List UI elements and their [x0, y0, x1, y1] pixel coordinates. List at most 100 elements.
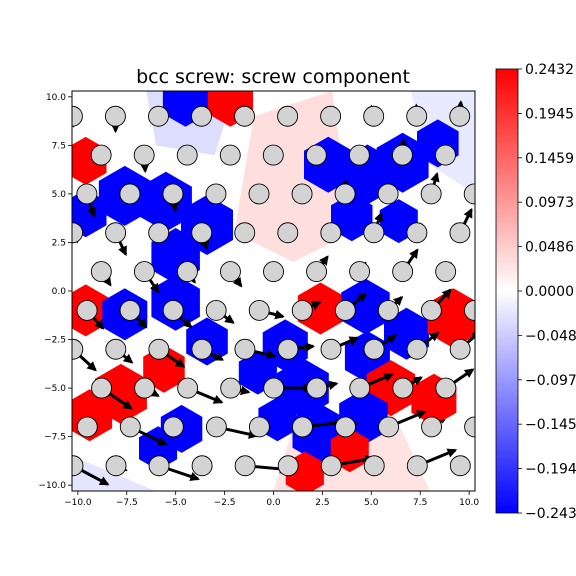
atom [320, 105, 342, 127]
atom [234, 455, 256, 477]
atom [76, 183, 98, 205]
atom [263, 261, 284, 283]
field-region [341, 278, 390, 335]
y-tick-label: −7.5 [44, 433, 66, 443]
atom [148, 455, 170, 477]
atom [277, 222, 299, 244]
atom [420, 299, 442, 321]
atom [176, 144, 198, 166]
atom [449, 105, 471, 127]
colorbar-tick-label: −0.097 [525, 373, 576, 389]
atom [234, 105, 255, 127]
colorbar-tick-label: −0.243 [525, 506, 576, 522]
colorbar-tick-label: 0.0000 [525, 284, 574, 300]
colorbar-tick-label: 0.0973 [525, 195, 574, 211]
atom [105, 338, 127, 360]
atom [205, 183, 227, 205]
atom [435, 261, 457, 283]
atom [162, 416, 184, 438]
atom [420, 183, 442, 205]
plot-area [72, 91, 475, 491]
field-region [331, 193, 373, 242]
atom [277, 455, 299, 477]
atom [349, 377, 371, 399]
atom [406, 455, 428, 477]
atom [391, 144, 413, 166]
displacement-arrow [473, 307, 475, 311]
x-tick-label: −5.0 [165, 498, 187, 508]
colorbar-tick-label: 0.1459 [525, 151, 574, 167]
atom [72, 222, 84, 244]
field-region [234, 91, 352, 262]
colorbar-tick-label: 0.2432 [525, 62, 574, 78]
atom [191, 222, 213, 244]
atom [406, 105, 428, 127]
atom [205, 416, 227, 438]
atom [463, 299, 475, 321]
atom [306, 377, 328, 399]
x-tick-label: 5.0 [364, 498, 379, 508]
y-tick-label: 0.0 [52, 287, 67, 297]
atom [119, 416, 141, 438]
atom [392, 377, 414, 399]
y-tick-label: 10.0 [46, 93, 66, 103]
atom [248, 416, 270, 438]
y-axis: −10.0 −7.5 −5.0 −2.5 0.0 2.5 5.0 7.5 10.0 [38, 93, 72, 491]
atom [449, 455, 471, 477]
x-tick-label: 0.0 [266, 498, 281, 508]
y-tick-label: 2.5 [52, 238, 66, 248]
atom [191, 338, 213, 360]
atom [105, 222, 127, 244]
atom [90, 144, 112, 166]
x-tick-label: 7.5 [413, 498, 427, 508]
atom [335, 416, 356, 438]
atom [234, 222, 256, 244]
colorbar-ticks: 0.2432 0.1945 0.1459 0.0973 0.0486 0.0000 −0.0… [518, 62, 576, 522]
atom [72, 338, 84, 360]
y-tick-label: −2.5 [44, 336, 66, 346]
atom [320, 455, 342, 477]
atom [205, 299, 227, 321]
x-tick-label: −2.5 [214, 498, 236, 508]
atom [292, 416, 313, 438]
atom [76, 416, 98, 438]
atom [449, 222, 471, 244]
atom [162, 183, 184, 205]
y-tick-label: 7.5 [52, 141, 66, 151]
x-axis: −10.0 −7.5 −5.0 −2.5 0.0 2.5 5.0 7.5 10.0 [64, 491, 479, 508]
atom [306, 261, 327, 283]
atom [435, 144, 456, 166]
atom [220, 377, 242, 399]
atom [248, 183, 270, 205]
atom [262, 144, 284, 166]
atom [334, 299, 356, 321]
atom [234, 338, 256, 360]
atom [363, 105, 385, 127]
atom [263, 377, 285, 399]
atom [177, 377, 199, 399]
atom [363, 455, 385, 477]
atom [119, 183, 141, 205]
atom [406, 338, 428, 360]
atom [348, 144, 370, 166]
colorbar-tick-label: −0.048 [525, 328, 576, 344]
atom [191, 105, 212, 127]
atom [363, 222, 385, 244]
atom [148, 222, 170, 244]
atoms [72, 105, 475, 477]
atom [377, 299, 399, 321]
atom [76, 299, 98, 321]
atom [421, 416, 443, 438]
atom [291, 183, 313, 205]
colorbar: 0.2432 0.1945 0.1459 0.0973 0.0486 0.0000 −0.0… [495, 62, 576, 522]
atom [104, 105, 126, 127]
atom [219, 144, 241, 166]
atom [72, 455, 84, 477]
colorbar-tick-label: −0.145 [525, 417, 576, 433]
atom [148, 338, 170, 360]
atom [119, 299, 141, 321]
x-tick-label: −7.5 [116, 498, 138, 508]
x-tick-label: 2.5 [315, 498, 329, 508]
atom [277, 338, 299, 360]
